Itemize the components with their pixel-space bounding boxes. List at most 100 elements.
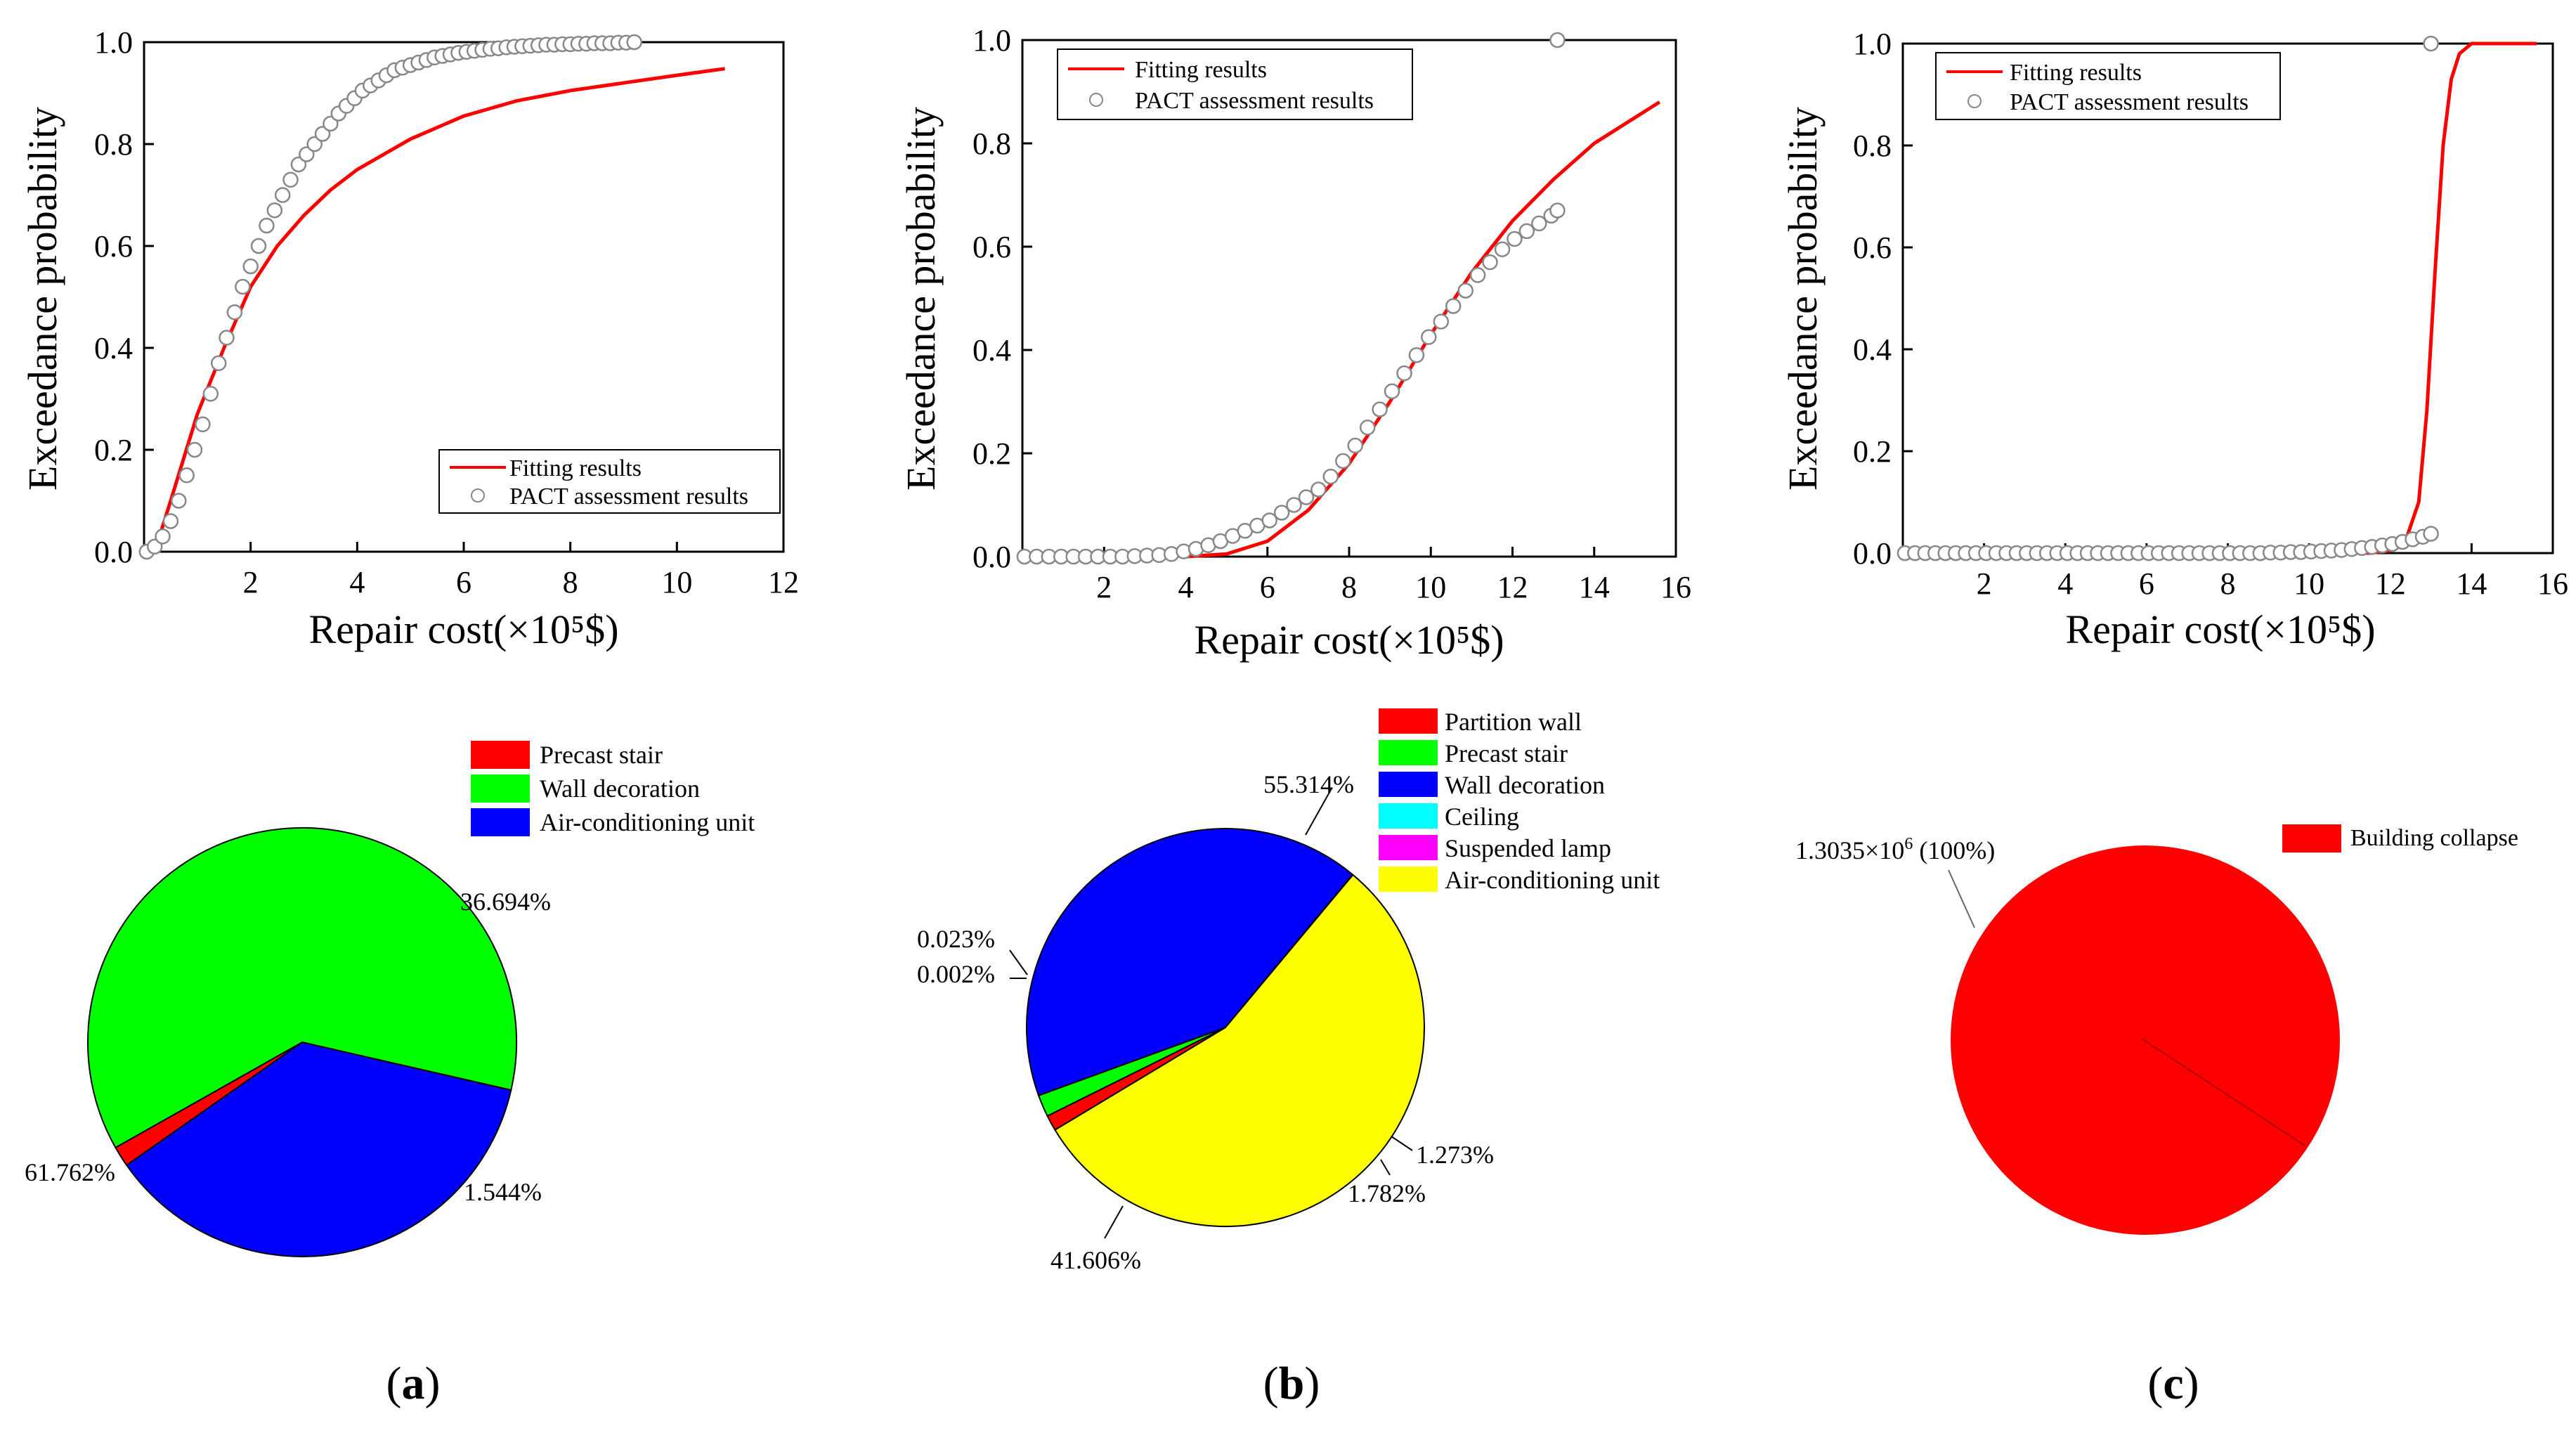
y-tick-label: 0.8 bbox=[972, 127, 1011, 161]
series-group bbox=[138, 34, 725, 560]
data-point bbox=[242, 258, 259, 275]
series-group bbox=[1016, 32, 1661, 565]
data-point bbox=[626, 34, 642, 51]
pie-slice bbox=[1026, 828, 1354, 1096]
slice-percent-label: 36.694% bbox=[460, 888, 551, 916]
pie-slices bbox=[87, 827, 517, 1257]
legend-swatch bbox=[471, 808, 530, 836]
x-tick-label: 4 bbox=[349, 565, 365, 599]
data-point bbox=[2423, 35, 2439, 52]
y-tick-label: 0.2 bbox=[1853, 434, 1892, 469]
data-point bbox=[1494, 241, 1511, 257]
y-tick-labels: 0.0 0.2 0.4 0.6 0.8 1.0 bbox=[94, 25, 133, 569]
line-chart-c: 2 4 6 8 10 12 14 16 0.0 0.2 0.4 0.6 0.8 … bbox=[1780, 27, 2568, 652]
caption-open: ( bbox=[2147, 1358, 2163, 1409]
x-tick-label: 8 bbox=[2220, 566, 2236, 601]
data-point bbox=[226, 304, 243, 320]
legend-label: PACT assessment results bbox=[1135, 88, 1374, 114]
y-axis-title: Exceedance probability bbox=[1780, 107, 1826, 491]
legend-marker-swatch bbox=[471, 488, 485, 502]
data-point bbox=[1322, 468, 1339, 485]
legend: Fitting results PACT assessment results bbox=[1057, 48, 1413, 120]
y-tick-label: 0.2 bbox=[972, 436, 1011, 471]
x-tick-label: 12 bbox=[1497, 570, 1528, 604]
legend-marker-swatch bbox=[1089, 93, 1103, 107]
data-point bbox=[1359, 420, 1376, 436]
data-point bbox=[282, 171, 299, 188]
y-tick-labels: 0.0 0.2 0.4 0.6 0.8 1.0 bbox=[1853, 27, 1892, 571]
x-tick-label: 16 bbox=[1660, 570, 1691, 604]
x-tick-label: 2 bbox=[243, 565, 259, 599]
leader-line bbox=[1948, 869, 1975, 928]
pie-slice bbox=[1054, 874, 1425, 1227]
data-point bbox=[1469, 267, 1486, 283]
caption-letter: c bbox=[2163, 1358, 2183, 1409]
legend-swatch bbox=[1379, 803, 1438, 829]
x-axis-title: Repair cost(×10⁵$) bbox=[1194, 617, 1504, 663]
data-point bbox=[274, 187, 291, 203]
y-tick-label: 1.0 bbox=[972, 23, 1011, 58]
x-tick-label: 16 bbox=[2537, 566, 2568, 601]
data-point bbox=[1261, 512, 1277, 529]
legend-swatch bbox=[1379, 835, 1438, 860]
leader-line bbox=[1305, 788, 1332, 836]
data-point bbox=[1518, 223, 1535, 240]
legend: Precast stair Wall decoration Air-condit… bbox=[471, 741, 755, 836]
panel-caption-c: (c) bbox=[2147, 1358, 2199, 1409]
y-tick-label: 0.0 bbox=[94, 535, 133, 569]
legend-box bbox=[1057, 48, 1413, 120]
data-point bbox=[210, 355, 227, 372]
data-point bbox=[2423, 526, 2439, 542]
slice-percent-label: 1.782% bbox=[1348, 1179, 1426, 1207]
legend: Fitting results PACT assessment results bbox=[1935, 52, 2281, 120]
slice-percent-label: 1.544% bbox=[464, 1178, 542, 1206]
y-tick-label: 0.4 bbox=[1853, 332, 1892, 367]
x-tick-label: 10 bbox=[1415, 570, 1446, 604]
slice-percent-label: 0.023% bbox=[917, 925, 995, 953]
y-tick-label: 0.6 bbox=[1853, 231, 1892, 265]
legend-label: Wall decoration bbox=[540, 774, 700, 803]
x-tick-label: 6 bbox=[2139, 566, 2154, 601]
legend-label: Air-conditioning unit bbox=[1445, 866, 1660, 894]
x-tick-label: 2 bbox=[1977, 566, 1992, 601]
x-tick-labels: 2 4 6 8 10 12 bbox=[243, 565, 799, 599]
caption-letter: b bbox=[1279, 1358, 1305, 1409]
legend-label: Fitting results bbox=[2010, 60, 2142, 86]
leader-line bbox=[1380, 1159, 1391, 1176]
legend-label: Ceiling bbox=[1445, 803, 1519, 831]
data-point bbox=[1286, 497, 1302, 513]
data-point bbox=[1549, 32, 1566, 48]
legend-swatch bbox=[1379, 867, 1438, 892]
data-point bbox=[186, 441, 203, 458]
data-point bbox=[1482, 254, 1498, 271]
y-tick-label: 0.8 bbox=[94, 127, 133, 162]
slice-percent-label: 1.273% bbox=[1416, 1141, 1494, 1169]
x-tick-label: 6 bbox=[1260, 570, 1275, 604]
x-tick-label: 12 bbox=[768, 565, 799, 599]
data-point bbox=[1433, 313, 1450, 330]
pie-slice bbox=[126, 1042, 512, 1257]
pie-slice bbox=[87, 827, 517, 1148]
y-tick-label: 0.4 bbox=[972, 333, 1011, 368]
x-tick-label: 8 bbox=[563, 565, 578, 599]
x-tick-labels: 2 4 6 8 10 12 14 16 bbox=[1977, 566, 2568, 601]
leader-line bbox=[1009, 949, 1028, 975]
legend-label: Fitting results bbox=[509, 455, 642, 481]
y-tick-label: 0.2 bbox=[94, 433, 133, 467]
slice-percent-label: 0.002% bbox=[917, 960, 995, 988]
data-point bbox=[146, 538, 163, 555]
legend-box bbox=[1935, 52, 2281, 120]
data-point bbox=[1457, 283, 1474, 299]
pie-chart-a: Precast stair Wall decoration Air-condit… bbox=[25, 741, 755, 1257]
x-tick-label: 10 bbox=[2294, 566, 2324, 601]
data-point bbox=[178, 467, 195, 484]
y-tick-label: 0.8 bbox=[1853, 129, 1892, 163]
x-axis-title: Repair cost(×10⁵$) bbox=[308, 607, 618, 652]
slice-percent-label: 41.606% bbox=[1050, 1246, 1141, 1274]
pie-slice bbox=[1951, 845, 2340, 1235]
slice-value-percent: (100%) bbox=[1913, 836, 1995, 864]
data-point bbox=[290, 156, 307, 173]
legend-label: Building collapse bbox=[2350, 825, 2518, 851]
legend-label: Suspended lamp bbox=[1445, 834, 1611, 862]
data-point bbox=[1310, 481, 1327, 498]
